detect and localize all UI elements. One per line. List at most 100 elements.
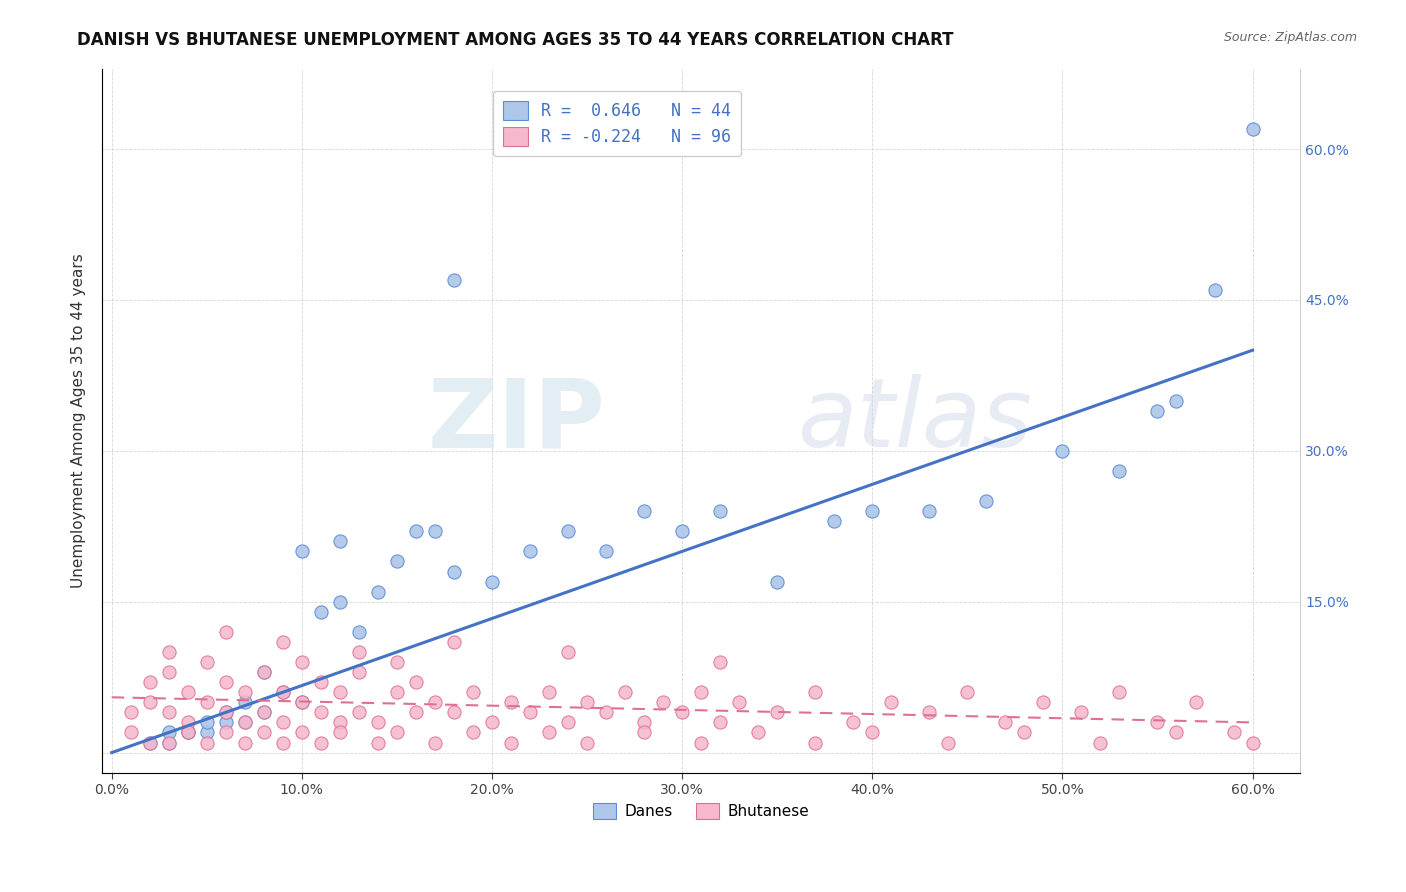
Point	[804, 735, 827, 749]
Point	[709, 715, 731, 730]
Point	[215, 715, 238, 730]
Point	[157, 725, 180, 739]
Point	[804, 685, 827, 699]
Point	[956, 685, 979, 699]
Point	[309, 675, 332, 690]
Text: ZIP: ZIP	[427, 374, 606, 467]
Point	[177, 725, 200, 739]
Point	[519, 706, 541, 720]
Point	[233, 735, 256, 749]
Point	[936, 735, 959, 749]
Point	[842, 715, 865, 730]
Point	[215, 675, 238, 690]
Point	[860, 725, 883, 739]
Point	[233, 685, 256, 699]
Point	[157, 706, 180, 720]
Point	[1146, 715, 1168, 730]
Point	[385, 725, 408, 739]
Point	[633, 725, 655, 739]
Point	[329, 725, 352, 739]
Point	[557, 715, 579, 730]
Point	[367, 735, 389, 749]
Point	[291, 544, 314, 558]
Point	[291, 655, 314, 669]
Point	[595, 706, 617, 720]
Point	[253, 725, 276, 739]
Point	[537, 725, 560, 739]
Point	[709, 504, 731, 518]
Point	[139, 675, 162, 690]
Point	[1108, 685, 1130, 699]
Point	[1241, 121, 1264, 136]
Point	[481, 715, 503, 730]
Point	[271, 715, 294, 730]
Point	[405, 706, 427, 720]
Point	[443, 706, 465, 720]
Point	[1166, 393, 1188, 408]
Point	[385, 554, 408, 568]
Point	[271, 685, 294, 699]
Point	[157, 735, 180, 749]
Point	[614, 685, 637, 699]
Point	[994, 715, 1017, 730]
Point	[253, 665, 276, 680]
Text: DANISH VS BHUTANESE UNEMPLOYMENT AMONG AGES 35 TO 44 YEARS CORRELATION CHART: DANISH VS BHUTANESE UNEMPLOYMENT AMONG A…	[77, 31, 953, 49]
Point	[367, 715, 389, 730]
Point	[195, 725, 218, 739]
Point	[519, 544, 541, 558]
Point	[671, 524, 693, 539]
Point	[671, 706, 693, 720]
Point	[423, 524, 446, 539]
Point	[709, 655, 731, 669]
Point	[652, 695, 675, 709]
Point	[747, 725, 769, 739]
Point	[347, 645, 370, 659]
Point	[177, 725, 200, 739]
Point	[443, 635, 465, 649]
Point	[823, 514, 845, 528]
Point	[271, 685, 294, 699]
Point	[329, 715, 352, 730]
Point	[291, 695, 314, 709]
Point	[157, 735, 180, 749]
Point	[766, 706, 789, 720]
Point	[347, 624, 370, 639]
Point	[728, 695, 751, 709]
Point	[195, 695, 218, 709]
Point	[195, 655, 218, 669]
Point	[271, 735, 294, 749]
Text: Source: ZipAtlas.com: Source: ZipAtlas.com	[1223, 31, 1357, 45]
Point	[157, 645, 180, 659]
Point	[1014, 725, 1036, 739]
Point	[1032, 695, 1054, 709]
Point	[215, 624, 238, 639]
Point	[385, 655, 408, 669]
Point	[195, 735, 218, 749]
Point	[329, 534, 352, 549]
Point	[918, 504, 941, 518]
Point	[291, 725, 314, 739]
Point	[347, 706, 370, 720]
Point	[976, 494, 998, 508]
Point	[139, 695, 162, 709]
Point	[1166, 725, 1188, 739]
Point	[177, 685, 200, 699]
Point	[690, 735, 713, 749]
Point	[557, 645, 579, 659]
Point	[443, 565, 465, 579]
Point	[139, 735, 162, 749]
Point	[880, 695, 903, 709]
Point	[860, 504, 883, 518]
Point	[1184, 695, 1206, 709]
Point	[1108, 464, 1130, 478]
Point	[367, 584, 389, 599]
Point	[423, 735, 446, 749]
Point	[633, 504, 655, 518]
Point	[215, 706, 238, 720]
Y-axis label: Unemployment Among Ages 35 to 44 years: Unemployment Among Ages 35 to 44 years	[72, 253, 86, 588]
Point	[1052, 443, 1074, 458]
Point	[329, 595, 352, 609]
Point	[481, 574, 503, 589]
Point	[271, 635, 294, 649]
Point	[423, 695, 446, 709]
